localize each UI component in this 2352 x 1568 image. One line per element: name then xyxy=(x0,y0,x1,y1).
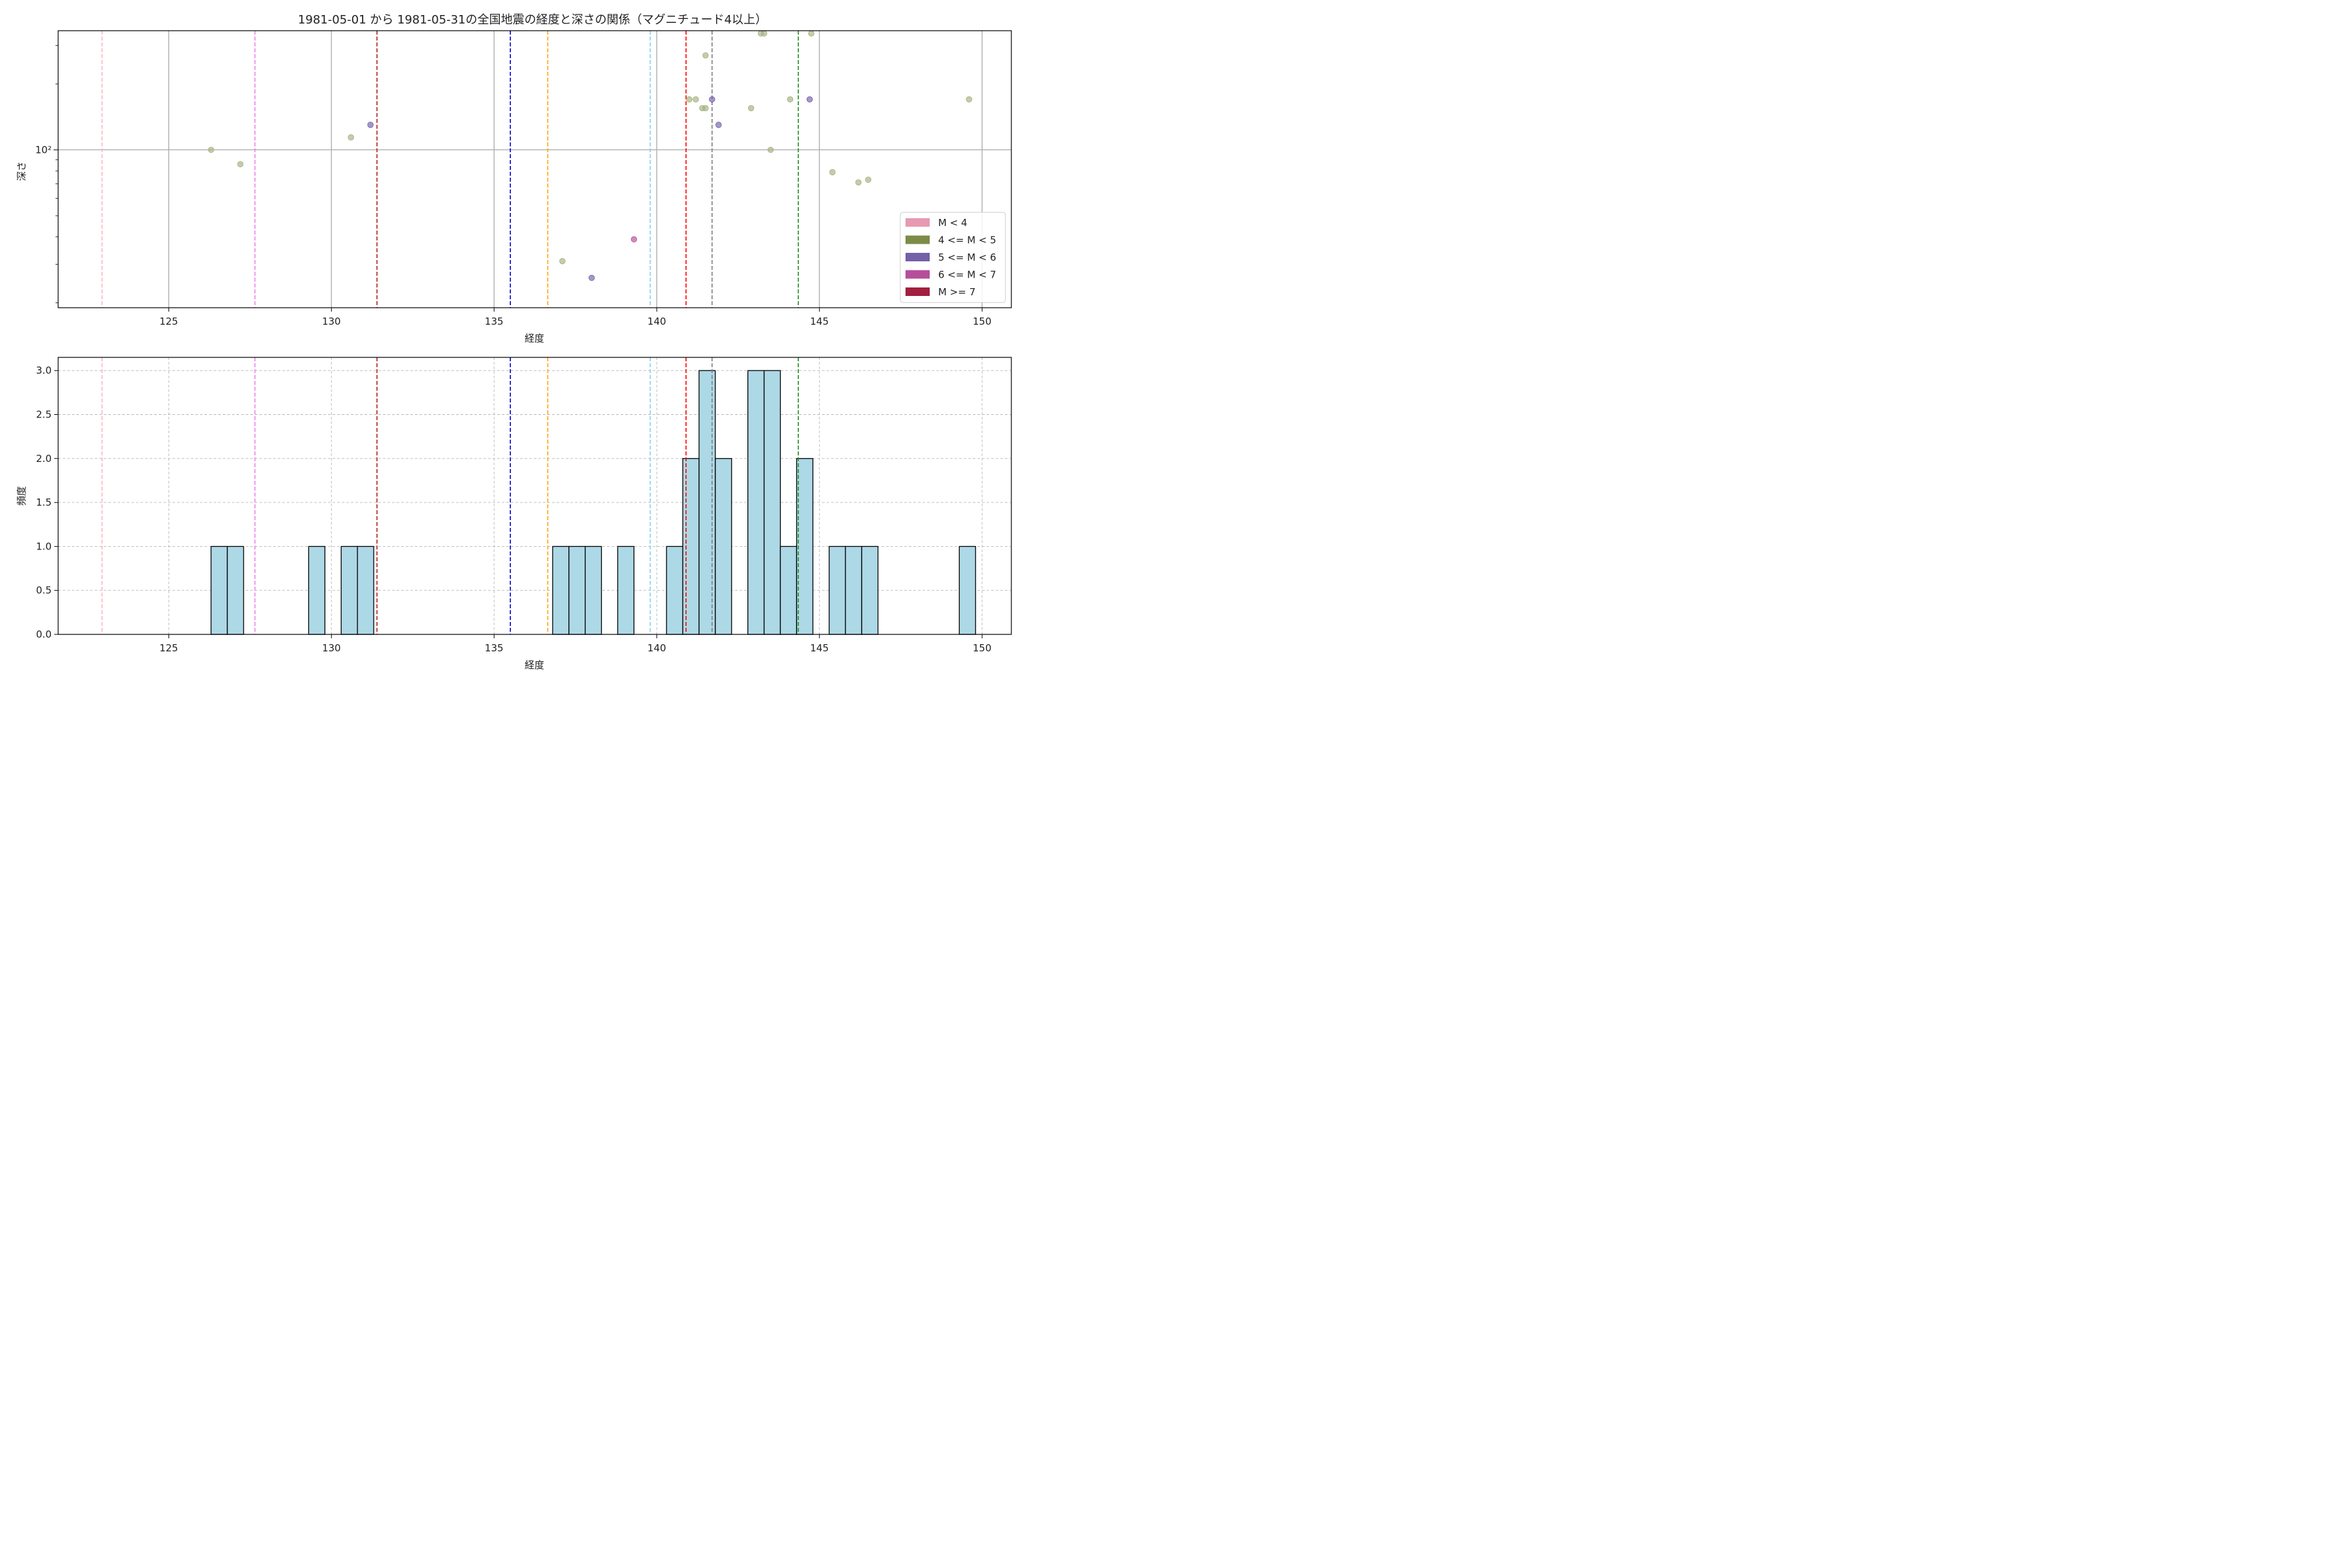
scatter-ytick-label: 10² xyxy=(35,144,52,155)
histogram-ytick-label: 1.5 xyxy=(36,497,52,508)
scatter-point xyxy=(966,96,972,103)
scatter-point xyxy=(787,96,794,103)
histogram-panel: 125 130 135 140 145 150 0.0 0.5 1.0 1.5 2.0 2.5 3.0 xyxy=(36,357,1012,654)
legend-label: 4 <= M < 5 xyxy=(938,235,996,246)
legend-label: 5 <= M < 6 xyxy=(938,252,996,263)
scatter-point xyxy=(588,274,595,282)
scatter-xtick-label: 135 xyxy=(485,316,504,327)
histogram-xtick-label: 145 xyxy=(810,642,829,654)
histogram-bar xyxy=(828,546,846,635)
histogram-xtick-label: 125 xyxy=(159,642,178,654)
histogram-bar xyxy=(210,546,228,635)
scatter-point xyxy=(715,122,722,128)
scatter-point xyxy=(855,179,862,186)
scatter-point xyxy=(760,30,768,37)
histogram-bar xyxy=(308,546,325,635)
scatter-xtick-label: 130 xyxy=(322,316,341,327)
scatter-point xyxy=(237,161,244,167)
histogram-axes-frame xyxy=(57,357,1012,635)
scatter-point xyxy=(559,258,566,265)
histogram-ytick-label: 0.0 xyxy=(36,629,52,640)
legend-label: 6 <= M < 7 xyxy=(938,269,996,281)
histogram-bar xyxy=(845,546,862,635)
scatter-point xyxy=(806,96,813,103)
scatter-point xyxy=(702,52,709,59)
scatter-point xyxy=(747,105,755,112)
histogram-bar xyxy=(763,370,781,635)
scatter-point xyxy=(808,30,815,37)
scatter-xtick-label: 150 xyxy=(973,316,992,327)
legend-label: M >= 7 xyxy=(938,286,975,298)
scatter-ylabel: 深さ xyxy=(16,161,27,181)
histogram-bar xyxy=(666,546,683,635)
figure: 1981-05-01 から 1981-05-31の全国地震の経度と深さの関係（マ… xyxy=(16,13,1012,671)
scatter-point xyxy=(367,122,374,128)
histogram-ytick-label: 3.0 xyxy=(36,365,52,376)
histogram-xtick-label: 130 xyxy=(322,642,341,654)
histogram-bar xyxy=(715,458,732,635)
scatter-title: 1981-05-01 から 1981-05-31の全国地震の経度と深さの関係（マ… xyxy=(298,13,767,27)
scatter-point xyxy=(208,146,214,154)
legend-swatch xyxy=(906,253,930,261)
histogram-ytick-label: 1.0 xyxy=(36,540,52,552)
scatter-point xyxy=(702,105,709,112)
histogram-bar xyxy=(779,546,798,635)
histogram-xlabel: 経度 xyxy=(525,659,544,671)
legend-box xyxy=(900,212,1006,303)
histogram-xtick-label: 135 xyxy=(485,642,504,654)
scatter-point xyxy=(348,134,354,140)
histogram-bar xyxy=(568,546,586,635)
scatter-xtick-label: 140 xyxy=(647,316,666,327)
histogram-bar xyxy=(357,546,374,635)
legend-swatch xyxy=(906,270,930,279)
histogram-bar xyxy=(796,458,813,635)
histogram-xtick-label: 150 xyxy=(973,642,992,654)
histogram-xtick-label: 140 xyxy=(647,642,666,654)
histogram-ytick-label: 2.0 xyxy=(36,453,52,465)
histogram-bar xyxy=(747,370,765,635)
histogram-ytick-label: 0.5 xyxy=(36,585,52,596)
histogram-bar xyxy=(861,546,879,635)
scatter-point xyxy=(865,176,872,183)
scatter-point xyxy=(829,169,836,176)
scatter-point xyxy=(709,96,715,103)
histogram-bar xyxy=(958,546,976,635)
legend-swatch xyxy=(906,287,930,296)
scatter-panel: 125 130 135 140 145 150 10² M < 4 4 <= M < 5 5 <=… xyxy=(35,30,1012,327)
scatter-point xyxy=(693,96,699,103)
legend-swatch xyxy=(906,218,930,227)
scatter-point xyxy=(630,236,638,243)
scatter-point xyxy=(767,146,774,154)
histogram-bar xyxy=(227,546,244,635)
legend-swatch xyxy=(906,235,930,244)
scatter-xlabel: 経度 xyxy=(525,333,544,344)
histogram-bar xyxy=(698,370,716,635)
histogram-ytick-label: 2.5 xyxy=(36,408,52,420)
histogram-bar xyxy=(585,546,602,635)
histogram-bar xyxy=(340,546,358,635)
histogram-bar xyxy=(552,546,570,635)
histogram-bar xyxy=(617,546,635,635)
scatter-point xyxy=(686,96,693,103)
scatter-xtick-label: 125 xyxy=(159,316,178,327)
scatter-axes-frame xyxy=(57,30,1012,308)
scatter-xtick-label: 145 xyxy=(810,316,829,327)
histogram-ylabel: 頻度 xyxy=(16,486,27,506)
legend-label: M < 4 xyxy=(938,217,968,229)
histogram-bar xyxy=(682,458,700,635)
